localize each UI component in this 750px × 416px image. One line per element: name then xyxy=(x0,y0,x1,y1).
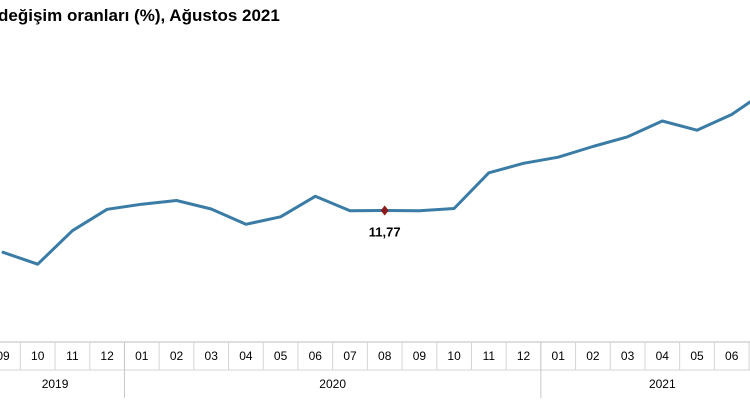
x-tick-label: 10 xyxy=(447,349,461,363)
x-tick-label: 09 xyxy=(0,349,10,363)
x-tick-label: 05 xyxy=(690,349,704,363)
x-tick-label: 02 xyxy=(170,349,184,363)
x-tick-label: 05 xyxy=(274,349,288,363)
x-tick-label: 08 xyxy=(378,349,392,363)
x-tick-label: 07 xyxy=(343,349,357,363)
x-tick-label: 09 xyxy=(413,349,427,363)
x-tick-label: 11 xyxy=(66,349,79,363)
x-tick-label: 11 xyxy=(483,349,496,363)
x-tick-label: 10 xyxy=(31,349,45,363)
highlight-point xyxy=(380,205,389,216)
x-tick-label: 02 xyxy=(586,349,600,363)
x-tick-label: 01 xyxy=(135,349,149,363)
x-tick-label: 06 xyxy=(725,349,739,363)
chart-title: değişim oranları (%), Ağustos 2021 xyxy=(0,6,280,25)
x-tick-label: 12 xyxy=(100,349,114,363)
year-label: 2019 xyxy=(42,377,69,391)
year-label: 2020 xyxy=(319,377,346,391)
year-label: 2021 xyxy=(649,377,676,391)
x-tick-label: 01 xyxy=(552,349,566,363)
x-tick-label: 03 xyxy=(621,349,635,363)
x-tick-label: 06 xyxy=(309,349,323,363)
x-tick-label: 03 xyxy=(205,349,219,363)
x-tick-label: 04 xyxy=(239,349,253,363)
x-tick-label: 12 xyxy=(517,349,531,363)
x-tick-label: 04 xyxy=(656,349,670,363)
data-label: 11,77 xyxy=(369,225,401,240)
series-line xyxy=(1,100,750,266)
